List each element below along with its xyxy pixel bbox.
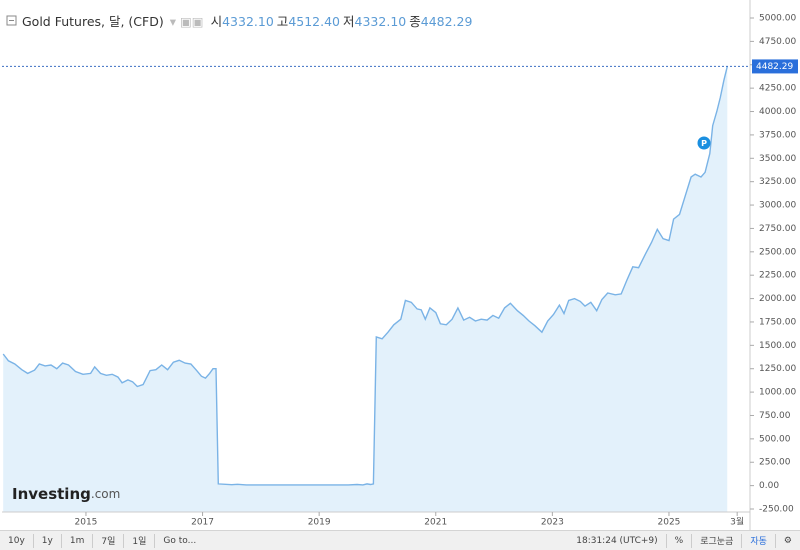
ohlc-name: 종: [409, 14, 421, 29]
event-marker[interactable]: [697, 136, 711, 150]
ohlc-value: 4482.29: [421, 14, 473, 29]
y-tick-label: 3000.00: [759, 201, 796, 211]
y-tick-label: 750.00: [759, 411, 791, 421]
y-tick-label: 2000.00: [759, 294, 796, 304]
x-tick-label: 2025: [658, 518, 681, 528]
option-button[interactable]: 로그눈금: [700, 537, 734, 547]
y-tick-label: 1750.00: [759, 317, 796, 327]
header: Gold Futures, 달, (CFD) ▾ ▣▣ 시4332.10 고4512…: [22, 14, 472, 29]
plot: [2, 66, 728, 513]
y-tick-label: 0.00: [759, 481, 779, 491]
separator: [691, 533, 693, 548]
y-tick-label: 4250.00: [759, 84, 796, 94]
range-button[interactable]: 10y: [8, 535, 25, 546]
y-tick-label: 3750.00: [759, 130, 796, 140]
area-fill: [3, 66, 728, 513]
watermark-main: Investing: [12, 485, 91, 503]
last-price-label: 4482.29: [756, 62, 793, 72]
y-tick-label: 500.00: [759, 434, 791, 444]
separator: [774, 533, 776, 548]
watermark: Investing.com: [12, 485, 120, 503]
y-tick-label: 2750.00: [759, 224, 796, 234]
x-tick-label: 2023: [541, 518, 564, 528]
price-line: [2, 66, 728, 486]
clock: 18:31:24 (UTC+9): [576, 535, 658, 546]
goto-button[interactable]: Go to...: [163, 535, 197, 546]
range-button[interactable]: 1일: [132, 537, 147, 547]
y-tick-label: 3250.00: [759, 177, 796, 187]
ohlc-name: 시: [211, 14, 223, 29]
y-tick-label: 1000.00: [759, 388, 796, 398]
y-tick-label: 1500.00: [759, 341, 796, 351]
separator: [665, 533, 667, 548]
option-button[interactable]: %: [674, 535, 684, 546]
y-tick-label: 1250.00: [759, 364, 796, 374]
y-tick-label: 4000.00: [759, 107, 796, 117]
x-tick-label: 2019: [308, 518, 331, 528]
chart: Gold Futures, 달, (CFD) ▾ ▣▣ 시4332.10 고4512…: [0, 0, 800, 530]
collapse-icon[interactable]: [6, 15, 17, 26]
x-tick-label: 2017: [191, 518, 214, 528]
event-marker-label: P: [701, 139, 707, 148]
watermark-suffix: .com: [91, 487, 120, 501]
ohlc-name: 고: [277, 14, 289, 29]
ohlc-value: 4332.10: [222, 14, 274, 29]
y-tick-label: 250.00: [759, 458, 791, 468]
ohlc-value: 4512.40: [288, 14, 340, 29]
y-tick-label: -250.00: [759, 505, 794, 515]
separator: [741, 533, 743, 548]
toolbar: 10y 1y 1m 7일 1일 Go to... 18:31:24 (UTC+9)% 로그눈금…: [0, 530, 800, 550]
ohlc-name: 저: [343, 14, 355, 29]
range-button[interactable]: 7일: [101, 537, 116, 547]
option-button[interactable]: 자동: [750, 537, 767, 547]
y-tick-label: 4750.00: [759, 37, 796, 47]
range-button[interactable]: 1m: [69, 535, 85, 546]
separator: [154, 533, 156, 548]
x-tick-label: 2021: [424, 518, 447, 528]
separator: [123, 533, 125, 548]
x-tick-label: 2015: [75, 518, 98, 528]
separator: [32, 533, 34, 548]
y-tick-label: 2500.00: [759, 247, 796, 257]
last-price-badge: [752, 59, 798, 74]
y-tick-label: 5000.00: [759, 14, 796, 24]
range-button[interactable]: 1y: [41, 535, 53, 546]
y-tick-label: 3500.00: [759, 154, 796, 164]
x-tick-label: 3월: [730, 516, 744, 528]
settings-icon[interactable]: ⚙: [783, 535, 792, 546]
ohlc-value: 4332.10: [355, 14, 407, 29]
y-tick-label: 2250.00: [759, 271, 796, 281]
separator: [60, 533, 62, 548]
chart-title: Gold Futures, 달, (CFD): [22, 14, 164, 29]
header-icons: ▾ ▣▣: [170, 14, 208, 29]
separator: [92, 533, 94, 548]
